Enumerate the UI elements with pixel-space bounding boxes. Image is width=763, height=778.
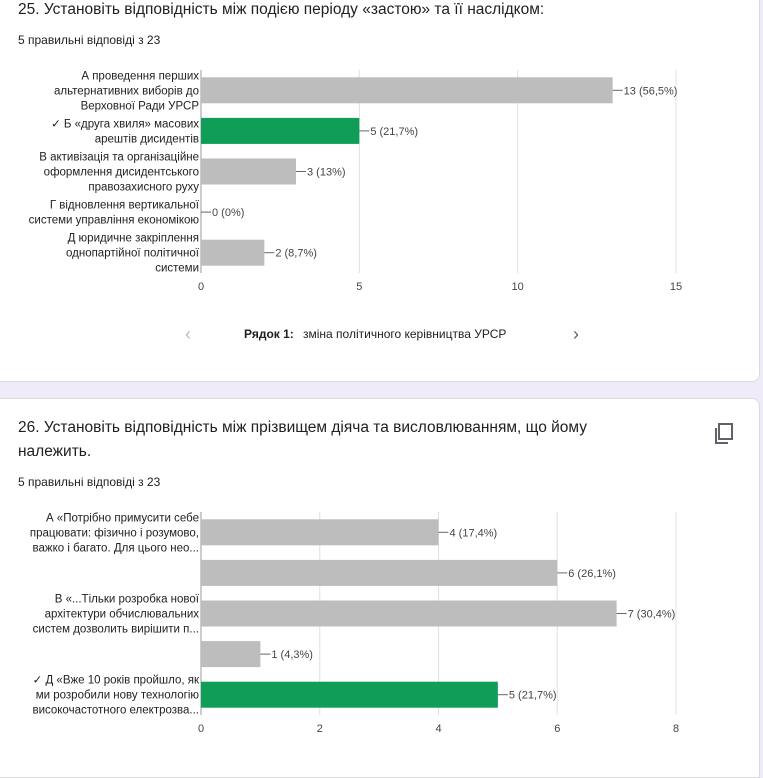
category-label: важко і багато. Для цього нео... xyxy=(33,542,199,554)
bar[interactable] xyxy=(201,600,617,627)
category-label: А «Потрібно примусити себе xyxy=(46,512,199,524)
chevron-right-icon: › xyxy=(573,324,579,344)
question-title: 25. Установіть відповідність між подією … xyxy=(18,1,545,18)
value-label: 0 (0%) xyxy=(212,207,244,219)
bar-correct[interactable] xyxy=(201,681,498,708)
category-label: А проведення перших xyxy=(81,70,199,82)
copy-chart-button[interactable] xyxy=(706,416,742,452)
bar-chart-q26: 0 2 4 6 8 4 (17,4%) А «Потрібно примусити себе… xyxy=(30,512,679,735)
value-label: 5 (21,7%) xyxy=(509,690,557,702)
bar[interactable] xyxy=(201,641,261,668)
category-label: ми розробили нову технологію xyxy=(36,690,200,702)
correct-answers-count: 5 правильні відповіді з 23 xyxy=(18,475,161,489)
category-label: системи управління економікою xyxy=(29,215,200,227)
value-label: 4 (17,4%) xyxy=(450,527,498,539)
category-label: систем дозволить вирішити п... xyxy=(33,624,199,636)
bar-chart-q25: 0 5 10 15 13 (56,5%) А проведення перших альте… xyxy=(29,70,682,293)
value-label: 1 (4,3%) xyxy=(271,649,313,661)
bar[interactable] xyxy=(201,519,439,546)
correct-answers-count: 5 правильні відповіді з 23 xyxy=(18,33,161,47)
value-label: 5 (21,7%) xyxy=(370,126,418,138)
x-tick-label: 6 xyxy=(554,723,560,735)
category-label: В активізація та організаційне xyxy=(39,152,199,164)
x-tick-label: 10 xyxy=(512,281,524,293)
chevron-left-icon: ‹ xyxy=(185,324,191,344)
value-label: 3 (13%) xyxy=(307,167,346,179)
category-label: системи xyxy=(155,263,199,275)
bar-correct[interactable] xyxy=(201,117,360,144)
category-label: ✓ Д «Вже 10 років пройшло, як xyxy=(33,675,200,687)
value-label: 2 (8,7%) xyxy=(275,248,317,260)
copy-icon xyxy=(715,423,733,444)
pager-prev-button[interactable]: ‹ xyxy=(178,322,198,346)
category-label: оформлення дисидентського xyxy=(44,167,199,179)
question-card-25: 25. Установіть відповідність між подією … xyxy=(0,0,760,382)
category-label: високочастотного електрозва... xyxy=(32,705,199,717)
x-tick-label: 4 xyxy=(435,723,441,735)
category-label: однопартійної політичної xyxy=(66,248,200,260)
bar[interactable] xyxy=(201,559,558,586)
x-tick-label: 2 xyxy=(317,723,323,735)
category-label: правозахисного руху xyxy=(88,182,199,194)
pager-row-label: Рядок 1: xyxy=(244,327,294,341)
category-label: працювати: фізично і розумово, xyxy=(30,527,199,539)
value-label: 7 (30,4%) xyxy=(628,609,676,621)
category-label: альтернативних виборів до xyxy=(54,85,199,97)
category-label: арештів дисидентів xyxy=(95,133,199,145)
x-tick-label: 8 xyxy=(673,723,679,735)
bar[interactable] xyxy=(201,158,296,185)
x-tick-label: 5 xyxy=(356,281,362,293)
bar[interactable] xyxy=(201,239,265,266)
category-label: архітектури обчислювальних xyxy=(45,609,200,621)
category-label: Д юридичне закріплення xyxy=(68,233,199,245)
bar[interactable] xyxy=(201,77,613,104)
x-tick-label: 0 xyxy=(198,281,204,293)
value-label: 6 (26,1%) xyxy=(568,568,616,580)
row-pager: ‹ Рядок 1: зміна політичного керівництва… xyxy=(0,322,760,346)
category-label: Верховної Ради УРСР xyxy=(81,100,200,112)
category-label: Г відновлення вертикальної xyxy=(50,200,200,212)
category-label: В «...Тільки розробка нової xyxy=(55,594,200,606)
x-tick-label: 0 xyxy=(198,723,204,735)
category-label: ✓ Б «друга хвиля» масових xyxy=(51,118,199,130)
question-title: 26. Установіть відповідність між прізвищ… xyxy=(18,419,587,460)
x-tick-label: 15 xyxy=(670,281,682,293)
question-card-26: 26. Установіть відповідність між прізвищ… xyxy=(0,398,760,778)
pager-row-value: зміна політичного керівництва УРСР xyxy=(303,327,507,341)
value-label: 13 (56,5%) xyxy=(624,85,678,97)
pager-next-button[interactable]: › xyxy=(566,322,586,346)
